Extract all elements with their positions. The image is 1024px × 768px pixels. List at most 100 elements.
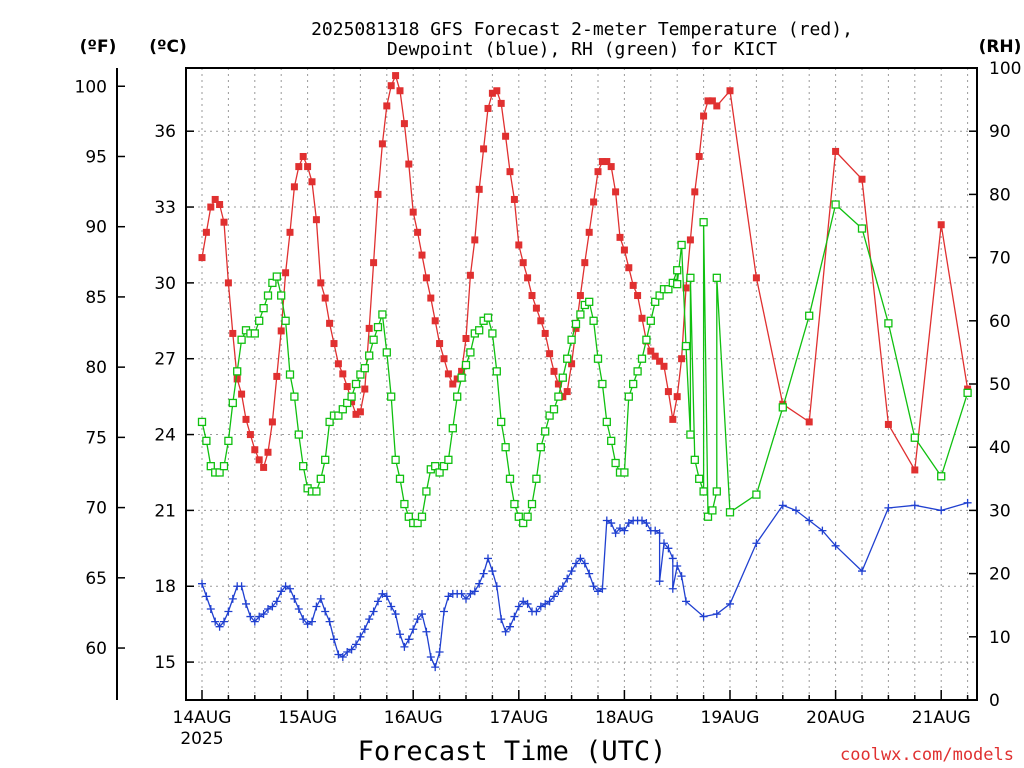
rh-point [400, 499, 409, 509]
rh-point [202, 436, 211, 446]
dewpoint-point [369, 607, 378, 616]
rh-axis: 0 10 20 30 40 50 60 70 80 90 100 [969, 59, 1021, 711]
rh-point [523, 512, 532, 521]
temperature-point [651, 352, 659, 360]
temperature-point [418, 251, 426, 259]
dewpoint-point [536, 602, 545, 611]
temperature-point [686, 236, 694, 244]
dewpoint-point [937, 506, 946, 515]
rh-point [224, 436, 233, 446]
dewpoint-point [316, 594, 325, 603]
rh-point [673, 279, 682, 289]
rh-point [294, 430, 303, 439]
rh-point [677, 240, 686, 250]
x-tick-label: 17AUG [489, 708, 548, 728]
rh-point [343, 398, 352, 408]
dewpoint-point [343, 647, 352, 656]
temperature-point [277, 327, 285, 335]
temperature-point [832, 147, 840, 155]
rh-point [475, 326, 484, 335]
temperature-point [458, 367, 466, 375]
dewpoint-point [668, 554, 677, 563]
dewpoint-point [589, 582, 598, 591]
temperature-point [695, 152, 703, 160]
rh-point [373, 322, 383, 332]
temperature-point [506, 168, 514, 176]
temperature-point [524, 274, 532, 282]
dewpoint-point [338, 653, 347, 662]
temperature-point [348, 398, 356, 406]
temperature-point [713, 102, 721, 110]
temperature-point [691, 188, 699, 196]
rh-point [272, 272, 281, 281]
dewpoint-point [563, 574, 572, 583]
x-axis-title: Forecast Time (UTC) [358, 736, 667, 767]
dewpoint-point [321, 607, 330, 616]
dewpoint-point [475, 579, 484, 588]
temperature-point [211, 195, 219, 203]
rh-point [558, 373, 567, 382]
dewpoint-point [572, 559, 580, 568]
dewpoint-point [246, 612, 255, 621]
rh-point [215, 468, 224, 477]
temperature-point [726, 87, 734, 95]
dewpoint-point [514, 602, 523, 611]
temperature-point [304, 163, 312, 171]
rh-point [752, 490, 761, 499]
temperature-point [370, 259, 378, 267]
rh-point [532, 474, 541, 483]
temperature-point [603, 158, 611, 166]
dewpoint-point [228, 594, 237, 603]
rh-point [351, 379, 361, 389]
temperature-point [629, 281, 637, 289]
temperature-point [510, 195, 518, 203]
f-tick-label: 100 [75, 77, 107, 97]
dewpoint-point [558, 582, 567, 591]
rh-point [413, 518, 422, 528]
temperature-point [260, 463, 268, 471]
temperature-point [334, 360, 342, 368]
rh-point [369, 335, 378, 344]
temperature-point [352, 410, 360, 418]
rh-point [593, 354, 603, 363]
temperature-point [484, 104, 492, 112]
temperature-point [590, 198, 598, 206]
dewpoint-point [360, 625, 369, 634]
dewpoint-point [585, 569, 594, 578]
temperature-point [365, 324, 373, 332]
dewpoint-point [523, 599, 532, 608]
rh-point [391, 455, 400, 464]
dewpoint-point [334, 650, 343, 659]
dewpoint-point [668, 584, 677, 593]
rh-point [277, 291, 286, 300]
temperature-point [282, 269, 290, 277]
rh-point [536, 443, 545, 452]
dewpoint-point [352, 640, 360, 649]
rh-point [417, 512, 427, 521]
rh-tick-label: 10 [989, 628, 1011, 648]
dewpoint-point [391, 610, 400, 619]
rh-point [607, 436, 616, 446]
temperature-point [568, 360, 576, 368]
chart-title-line-2: Dewpoint (blue), RH (green) for KICT [387, 39, 777, 60]
dewpoint-point [594, 587, 602, 596]
source-credit[interactable]: coolwx.com/models [840, 745, 1014, 765]
rh-point [281, 316, 290, 325]
rh-point [637, 354, 647, 363]
dewpoint-point [501, 627, 510, 636]
rh-tick-label: 60 [989, 312, 1011, 332]
rh-series [197, 200, 972, 528]
dewpoint-point [752, 539, 761, 548]
dewpoint-point [365, 615, 374, 624]
rh-point [554, 392, 563, 401]
f-tick-label: 60 [85, 639, 107, 659]
rh-point [431, 462, 440, 471]
temperature-point [409, 208, 417, 216]
dewpoint-point [655, 529, 664, 538]
temperature-point [229, 329, 237, 337]
temperature-point [678, 355, 686, 363]
rh-point [712, 273, 721, 282]
temperature-point [414, 228, 422, 236]
rh-point [285, 370, 295, 379]
